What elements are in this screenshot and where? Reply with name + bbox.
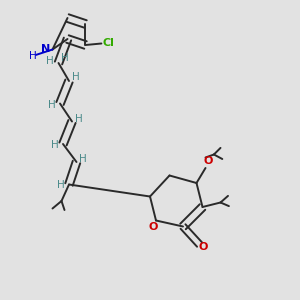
Text: H: H: [28, 51, 36, 62]
Text: H: H: [75, 113, 83, 124]
Text: H: H: [79, 154, 87, 164]
Text: O: O: [148, 222, 158, 232]
Text: H: H: [46, 56, 54, 66]
Text: O: O: [198, 242, 208, 253]
Text: Cl: Cl: [102, 38, 114, 48]
Text: N: N: [41, 44, 50, 54]
Text: O: O: [203, 156, 213, 167]
Text: H: H: [51, 140, 58, 151]
Text: H: H: [48, 100, 56, 110]
Text: H: H: [57, 180, 64, 190]
Text: H: H: [72, 72, 80, 82]
Text: H: H: [61, 52, 68, 63]
